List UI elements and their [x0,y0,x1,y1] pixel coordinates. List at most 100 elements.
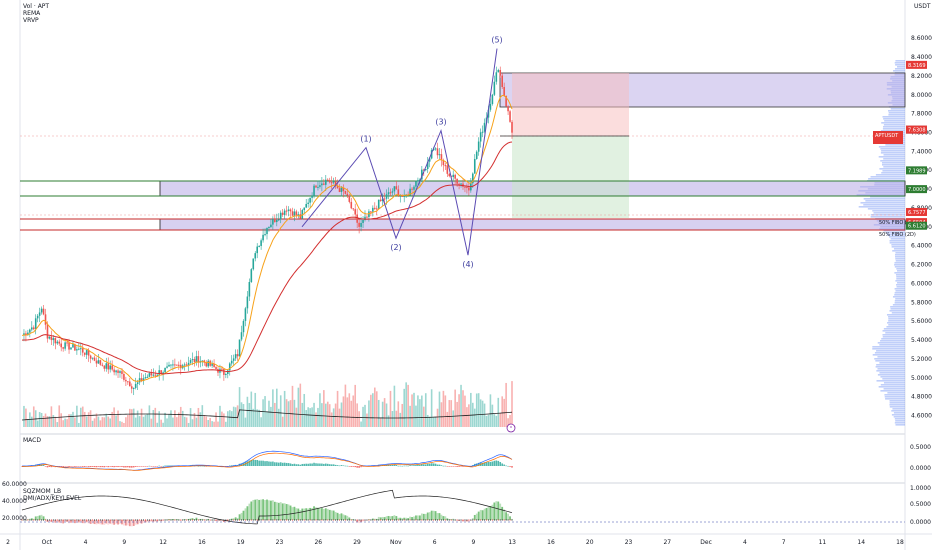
volume-bar [138,416,141,427]
macd-histogram-bar [301,463,304,466]
mom-left-label: 20.0000 [2,515,27,522]
macd-title[interactable]: MACD [23,437,41,444]
squeeze-dot [372,519,374,521]
volume-profile-bar [879,362,905,364]
volume-profile-bar [896,278,905,280]
chart-legend[interactable]: Vol · APT REMA VRVP [23,3,49,24]
price-axis-label: 4.8000 [911,394,932,401]
squeeze-dot [395,519,397,521]
clock-icon[interactable] [506,423,516,433]
squeeze-dot [219,519,221,521]
macd-histogram-bar [287,463,290,466]
volume-bar [332,408,335,427]
squeeze-dot [470,519,472,521]
squeeze-dot [201,519,203,521]
volume-profile-bar [870,216,905,218]
macd-histogram-bar [362,466,364,467]
macd-histogram-bar [170,465,172,467]
candle-body [317,186,319,188]
squeeze-dot [121,519,123,521]
volume-bar [85,416,88,427]
momentum-bar [311,508,313,520]
volume-bar [54,416,57,427]
squeeze-dot [419,519,421,521]
macd-histogram-bar [240,463,243,466]
macd-histogram-bar [411,465,413,466]
candle-body [301,210,304,219]
volume-bar [370,394,372,427]
momentum-bar [405,517,408,520]
volume-bar [38,412,41,427]
squeeze-dot [133,519,135,521]
momentum-bar [399,517,402,520]
momentum-bar [54,520,57,523]
squeeze-dot [262,519,264,521]
candle-body [295,211,298,216]
price-axis-label: 8.2000 [911,73,932,80]
volume-bar [442,390,445,427]
volume-profile-bar [897,270,905,272]
macd-histogram-bar [262,460,264,466]
volume-bar [58,405,61,427]
squeeze-dot [162,519,164,521]
momentum-bar [379,517,382,520]
squeeze-dot [329,519,331,521]
momentum-bar [81,520,84,524]
volume-profile-bar [881,162,905,164]
volume-bar [248,402,251,427]
macd-histogram-bar [305,463,307,466]
momentum-bar [287,504,290,520]
momentum-bar [481,510,484,520]
candle-body [340,187,343,192]
volume-profile-bar [893,70,905,72]
candle-body [442,160,445,166]
candle-body [29,329,31,333]
macd-histogram-bar [99,466,102,468]
candle-body [68,342,70,350]
candle-body [464,186,466,188]
price-axis-label: 5.8000 [911,299,932,306]
macd-histogram-bar [374,465,376,467]
momentum-bar [415,515,417,520]
candle-body [83,352,86,355]
volume-bar [31,416,33,427]
candle-body [221,368,223,370]
squeeze-dot [499,519,501,521]
volume-profile-bar [870,176,905,178]
volume-profile-bar [894,422,905,424]
squeeze-dot [195,519,197,521]
squeeze-dot [360,519,362,521]
volume-bar [91,420,94,427]
candle-body [148,373,151,377]
volume-ma-line [21,409,513,421]
wave-label: (2) [390,243,401,252]
volume-bar [446,411,449,427]
momentum-bar [426,512,429,520]
squeeze-dot [235,519,237,521]
volume-profile-bar [886,232,905,234]
squeeze-dot [217,519,219,521]
volume-bar [215,412,217,427]
momentum-bar [46,520,49,522]
squeeze-dot [176,519,178,521]
volume-bar [97,416,100,427]
volume-bar [460,384,462,427]
momentum-bar [497,501,500,520]
momentum-bar [362,520,364,522]
time-axis[interactable]: 2 Oct 4 9 12 16 19 23 26 29 Nov 6 9 13 16 20 23 27 Dec 4 7 11… [6,539,904,546]
macd-histogram-bar [83,466,86,467]
momentum-title[interactable]: SQZMOM_LB [23,488,62,495]
volume-profile-bar [878,386,905,388]
candle-body [130,386,133,389]
volume-bar [193,412,196,427]
squeeze-dot [487,519,489,521]
macd-histogram-bar [397,465,400,467]
macd-histogram-bar [356,466,358,468]
squeeze-dot [225,519,227,521]
macd-histogram-bar [87,466,90,467]
squeeze-dot [241,519,243,521]
volume-bar [244,417,247,427]
squeeze-dot [254,519,256,521]
volume-profile-bar [877,374,905,376]
